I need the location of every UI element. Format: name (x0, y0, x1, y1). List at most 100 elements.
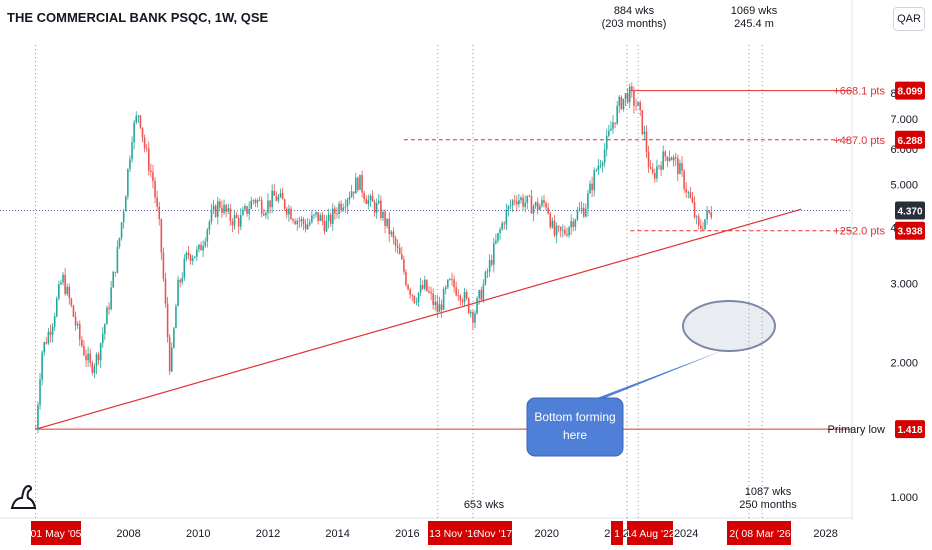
candle-body (651, 168, 654, 173)
candle-body (516, 201, 518, 205)
candle-body (41, 352, 43, 380)
candle-body (582, 207, 585, 217)
date-marker-badge (741, 521, 791, 545)
level-price-badge (895, 420, 925, 439)
candle-body (375, 202, 378, 213)
candle-body (398, 247, 401, 255)
candle-body (168, 336, 171, 372)
candle-body (574, 219, 577, 227)
candle-body (710, 212, 713, 218)
candle-body (390, 231, 393, 235)
candle-body (170, 347, 173, 372)
candle-body (89, 353, 92, 363)
candle-body (206, 229, 209, 242)
candle-body (315, 212, 317, 215)
candle-body (421, 285, 424, 289)
candle-body (476, 298, 478, 314)
candle-body (78, 323, 81, 340)
candle-body (359, 174, 361, 191)
candle-body (513, 200, 516, 202)
candle-body (430, 292, 432, 294)
candle-body (216, 201, 219, 217)
candle-body (413, 295, 416, 303)
candle-body (131, 142, 133, 160)
candle-body (118, 237, 121, 247)
candle-body (352, 191, 355, 194)
candle-body (557, 226, 560, 227)
date-marker-label: 1 (614, 528, 620, 540)
candle-body (702, 228, 704, 230)
candle-body (292, 219, 294, 221)
candle-body (104, 324, 106, 334)
candle-body (124, 196, 127, 212)
candle-body (160, 218, 163, 253)
candle-body (434, 301, 437, 305)
candle-body (49, 331, 52, 335)
date-marker-label: Nov '17 (477, 528, 512, 540)
candle-body (490, 260, 493, 265)
candle-body (536, 202, 539, 211)
date-marker-badge (611, 521, 623, 545)
candle-body (706, 210, 708, 220)
candle-body (189, 255, 192, 262)
candle-body (578, 209, 581, 211)
candle-body (457, 295, 460, 296)
candle-body (405, 271, 407, 285)
candle-body (231, 221, 234, 226)
candle-body (265, 212, 267, 216)
level-annotation: Primary low (828, 424, 886, 436)
candle-body (641, 110, 644, 134)
candle-body (396, 245, 399, 248)
candle-body (681, 163, 683, 171)
candle-body (415, 302, 418, 303)
candle-body (64, 274, 66, 294)
level-price-label: 6.288 (897, 136, 922, 147)
candles (35, 82, 713, 434)
measure-annotation-sub: (203 months) (602, 18, 667, 30)
candle-body (346, 199, 349, 207)
candle-body (239, 215, 242, 227)
candle-body (181, 277, 184, 283)
candle-body (254, 200, 257, 203)
candle-body (608, 130, 610, 136)
candle-body (624, 93, 627, 99)
y-tick-label: 3.000 (890, 279, 918, 291)
candle-body (438, 304, 441, 312)
candle-body (478, 290, 480, 299)
candle-body (237, 217, 240, 227)
candle-body (392, 231, 395, 238)
currency-button[interactable]: QAR (893, 7, 925, 31)
candle-body (566, 234, 568, 236)
candle-body (288, 208, 290, 215)
candle-body (704, 219, 706, 230)
candle-body (480, 290, 483, 300)
candle-body (223, 204, 225, 213)
candle-body (361, 174, 363, 193)
level-price-badge (895, 81, 925, 100)
candle-body (221, 207, 223, 213)
candle-body (595, 170, 598, 171)
level-annotation: +487.0 pts (833, 135, 885, 147)
candle-body (334, 208, 336, 214)
candle-body (204, 241, 207, 246)
candle-body (72, 305, 75, 317)
candle-body (493, 243, 495, 265)
candle-body (672, 157, 675, 161)
candle-body (380, 200, 382, 219)
candle-body (53, 316, 56, 327)
candle-body (340, 203, 342, 211)
last-price-label: 4.370 (897, 206, 922, 217)
last-price-badge (895, 201, 925, 220)
measure-annotation: 1087 wks (745, 486, 792, 498)
x-tick-label: 2014 (325, 528, 349, 540)
candle-body (695, 216, 698, 218)
level-price-badge (895, 130, 925, 149)
candle-body (488, 260, 491, 272)
candle-body (242, 209, 244, 216)
candle-body (459, 295, 462, 301)
candle-body (150, 170, 152, 173)
candle-body (191, 258, 194, 262)
candle-body (260, 200, 263, 214)
candle-body (114, 271, 117, 273)
